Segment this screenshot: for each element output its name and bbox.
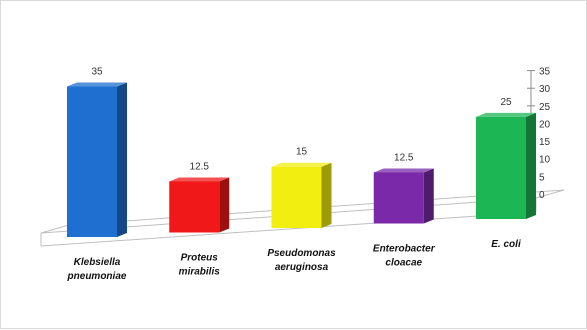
bar [476, 112, 536, 219]
bar-side [423, 168, 434, 224]
category-label-line: aeruginosa [275, 262, 329, 273]
category-label: E. coli [491, 239, 521, 250]
bar-front [476, 116, 526, 219]
category-label-line: cloacae [385, 258, 422, 269]
y-tick-label: 25 [539, 102, 551, 113]
floor-front-edge [40, 211, 537, 247]
data-label: 12.5 [190, 161, 210, 172]
category-label-line: E. coli [491, 239, 521, 250]
bar [373, 168, 434, 224]
bar-top [271, 162, 332, 167]
bar-front [169, 181, 220, 233]
y-tick-label: 20 [539, 119, 551, 130]
bar-top [67, 82, 127, 87]
bar-top [476, 112, 536, 117]
y-tick-label: 5 [539, 172, 545, 183]
bar-side [321, 162, 332, 228]
category-label-line: Proteus [181, 253, 219, 264]
bar-front [271, 166, 322, 228]
bar-front [67, 86, 117, 237]
category-label-line: Pseudomonas [267, 248, 336, 259]
data-label: 12.5 [394, 152, 414, 163]
category-label: Pseudomonas aeruginosa [267, 248, 336, 273]
y-tick-label: 10 [539, 155, 551, 166]
bar [67, 82, 127, 237]
category-label: Klebsiella pneumoniae [67, 257, 127, 282]
data-label: 35 [91, 67, 103, 78]
category-label-line: mirabilis [179, 267, 221, 278]
bar-top [169, 177, 230, 182]
bar-top [373, 168, 434, 173]
y-tick-label: 15 [539, 137, 551, 148]
category-label: Proteus mirabilis [179, 253, 221, 278]
chart-floor [40, 189, 565, 234]
bar-side [526, 112, 536, 219]
data-label: 15 [296, 147, 308, 158]
category-label-line: pneumoniae [67, 271, 127, 282]
bar-front [373, 172, 424, 224]
y-tick-label: 30 [539, 84, 551, 95]
y-tick-label: 35 [539, 67, 551, 78]
bar [271, 162, 332, 228]
bar-side [219, 177, 230, 233]
category-label-line: Klebsiella [74, 257, 121, 268]
category-label: Enterobacter cloacae [373, 244, 436, 269]
bar [169, 177, 230, 233]
bar-side [117, 82, 127, 237]
y-tick-label: 0 [539, 190, 545, 201]
category-label-line: Enterobacter [373, 244, 436, 255]
data-label: 25 [500, 97, 512, 108]
